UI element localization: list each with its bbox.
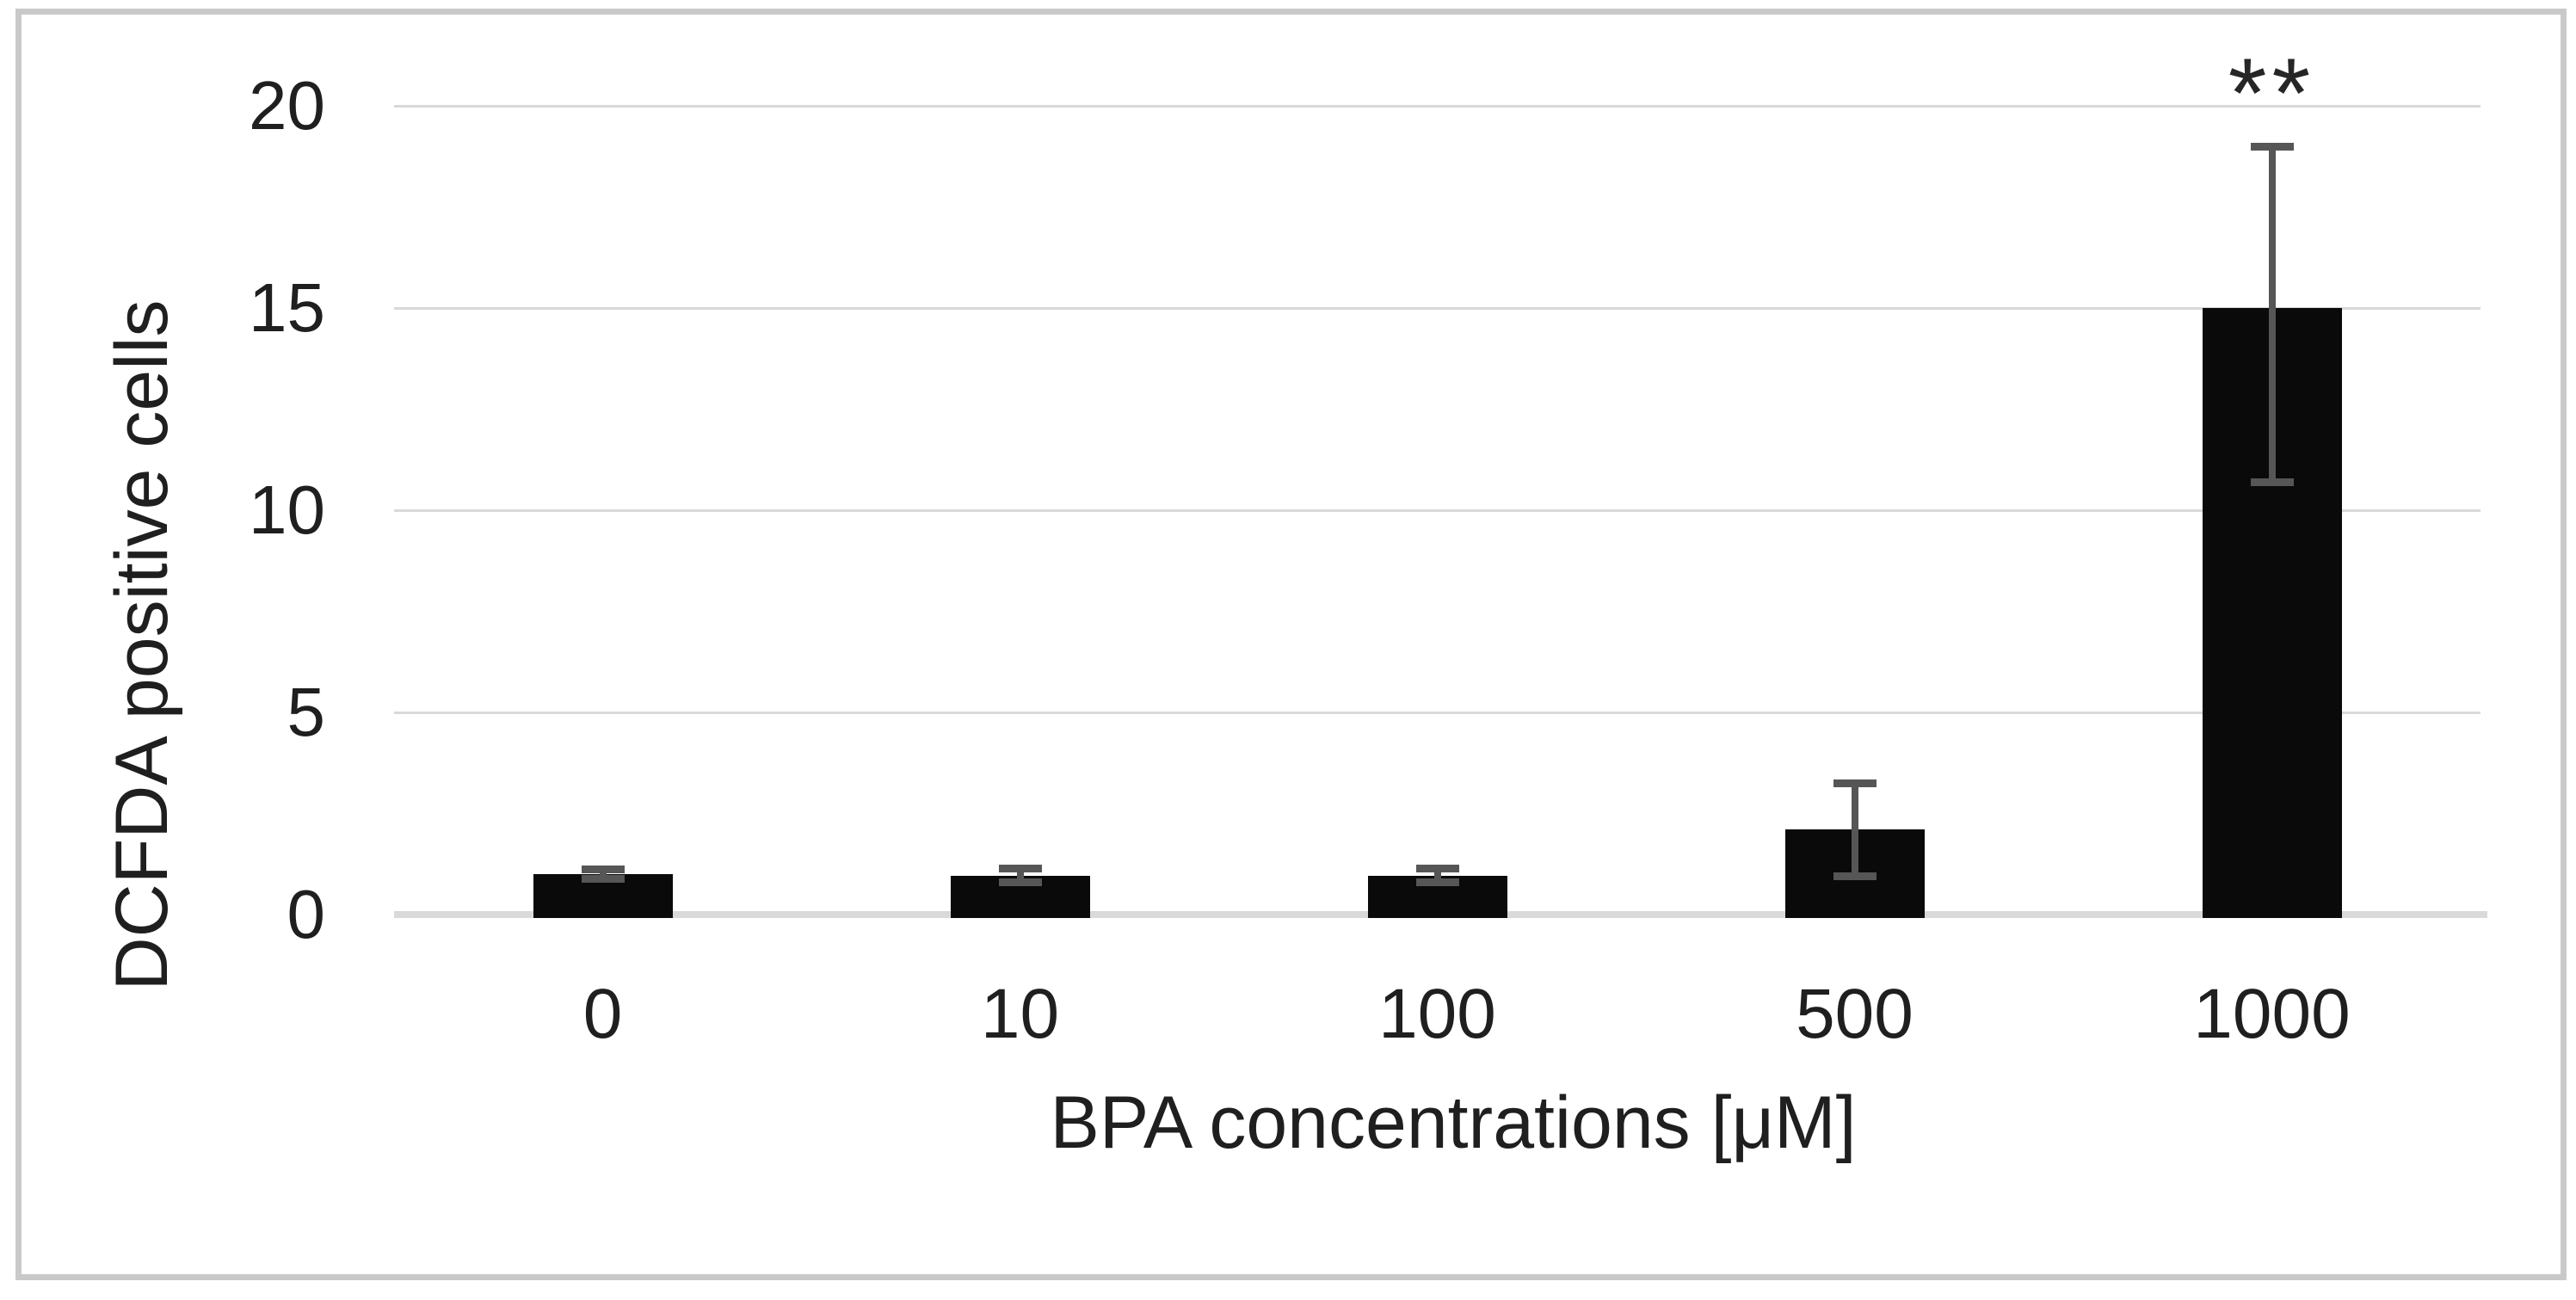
x-tick-label: 1000 (2193, 975, 2351, 1053)
significance-annotation: ** (2228, 39, 2316, 149)
x-tick-label: 100 (1378, 975, 1496, 1053)
chart-outer-frame (15, 9, 2567, 1280)
x-tick-label: 0 (582, 975, 623, 1053)
gridline (394, 104, 2480, 108)
error-bar-cap (581, 865, 625, 873)
error-bar-stem (1433, 868, 1441, 883)
error-bar-cap (581, 875, 625, 884)
error-bar-cap (1415, 865, 1459, 873)
y-tick-label: 15 (249, 269, 325, 346)
gridline (394, 711, 2480, 714)
y-axis-title: DCFDA positive cells (101, 299, 183, 991)
error-bar-stem (1851, 783, 1858, 877)
x-axis-title: BPA concentrations [μM] (1050, 1081, 1857, 1164)
y-tick-label: 0 (287, 876, 326, 952)
error-bar-stem (2268, 146, 2276, 483)
error-bar-cap (2250, 477, 2294, 486)
x-tick-label: 500 (1796, 975, 1914, 1053)
error-bar-stem (599, 869, 607, 879)
y-tick-label: 5 (287, 674, 326, 750)
error-bar-cap (2250, 142, 2294, 151)
gridline (394, 508, 2480, 512)
error-bar-stem (1016, 868, 1024, 883)
error-bar-cap (998, 878, 1042, 886)
y-tick-label: 10 (249, 471, 325, 548)
y-tick-label: 20 (249, 67, 325, 144)
error-bar-cap (1415, 878, 1459, 886)
error-bar-cap (1833, 872, 1877, 880)
error-bar-cap (1833, 779, 1877, 787)
gridline (394, 306, 2480, 310)
x-tick-label: 10 (980, 975, 1060, 1053)
error-bar-cap (998, 865, 1042, 873)
